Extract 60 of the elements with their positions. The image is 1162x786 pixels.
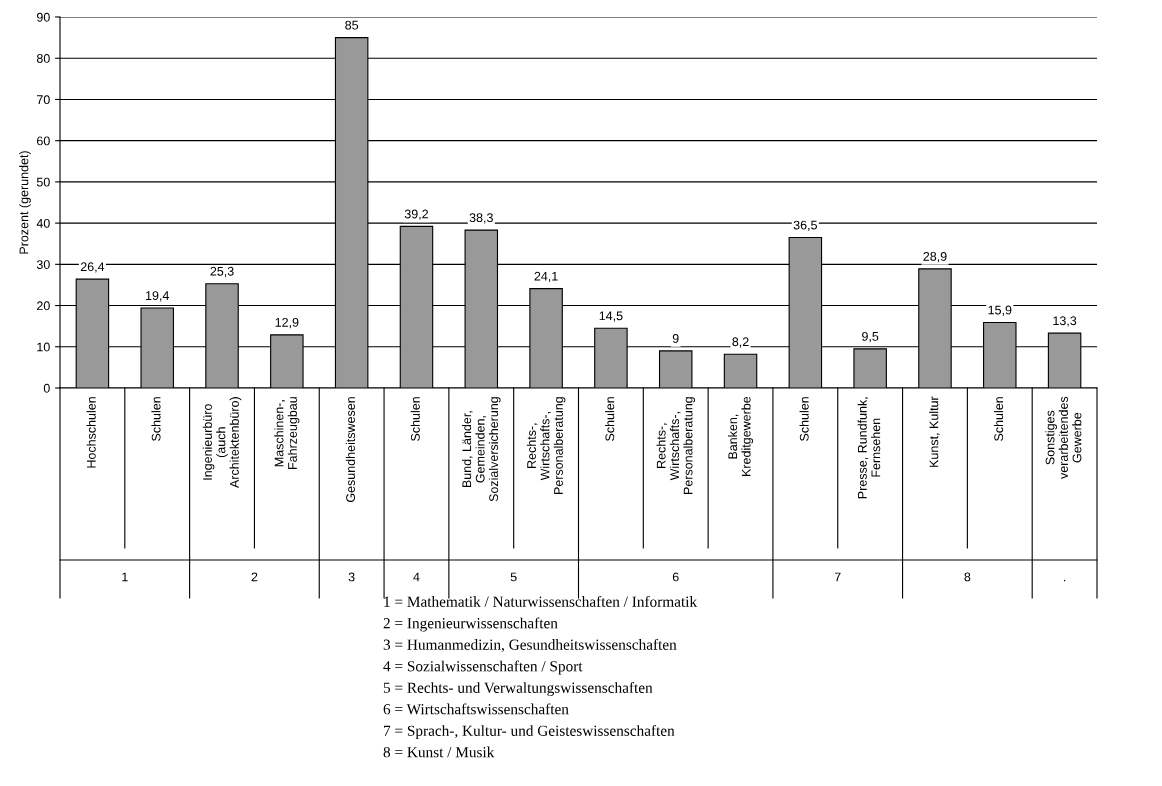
- x-tick-label: Ingenieurbüro (auch Architektenbüro): [202, 397, 242, 489]
- x-tick-label: Kunst, Kultur: [929, 396, 940, 467]
- y-tick-label: 0: [43, 383, 50, 393]
- data-label: 85: [345, 20, 359, 30]
- y-tick-label: 80: [36, 54, 50, 63]
- x-tick-label: Banken, Kreditgewerbe: [727, 396, 754, 476]
- y-axis-title: Prozent (gerundet): [19, 151, 31, 254]
- text: .: [1064, 579, 1066, 582]
- y-tick-label: 90: [36, 12, 50, 22]
- x-tick-label: Schulen: [605, 397, 615, 441]
- text: 5: [510, 572, 517, 582]
- x-tick-label: Presse, Rundfunk, Fernsehen: [857, 397, 881, 499]
- text: 3 = Humanmedizin, Gesundheitswissenschaften: [383, 638, 677, 653]
- text: 5 = Rechts- und Verwaltungswissenschaften: [383, 681, 653, 697]
- text: 4: [413, 572, 420, 582]
- y-tick-label: 60: [37, 136, 50, 146]
- data-label: 39,2: [404, 209, 429, 220]
- data-label: 26,4: [80, 262, 105, 273]
- data-label: 8,2: [732, 337, 749, 348]
- text: 2: [251, 572, 258, 582]
- data-label: 12,9: [275, 317, 299, 329]
- text: 8: [964, 572, 971, 582]
- data-label: 28,9: [923, 251, 947, 263]
- data-label: 24,1: [534, 271, 558, 283]
- x-tick-label: Schulen: [410, 397, 420, 441]
- text: 1: [122, 572, 128, 582]
- x-tick-label: Bund, Länder, Gemeinden, Sozialversicherung: [461, 397, 501, 502]
- text: 7 = Sprach-, Kultur- und Geisteswissenschaften: [384, 724, 675, 740]
- data-label: 14,5: [599, 311, 623, 322]
- y-tick-label: 20: [37, 301, 50, 311]
- data-label: 38,3: [469, 213, 493, 224]
- text: 3: [348, 572, 355, 582]
- x-tick-label: Schulen: [993, 397, 1004, 441]
- data-label: 9,5: [862, 331, 879, 343]
- data-label: 25,3: [210, 266, 234, 278]
- x-tick-label: Maschinen-, Fahrzeugbau: [274, 397, 300, 469]
- data-label: 36,5: [793, 220, 817, 231]
- y-tick-label: 30: [36, 260, 50, 269]
- x-tick-label: Sonstiges verarbeitendes Gewerbe: [1045, 396, 1082, 479]
- text: 2 = Ingenieurwissenschaften: [383, 617, 558, 632]
- data-label: 13,3: [1053, 316, 1077, 327]
- data-label: 19,4: [146, 291, 170, 302]
- x-tick-label: Schulen: [799, 397, 809, 441]
- text: 6: [672, 572, 679, 582]
- x-tick-label: Hochschulen: [86, 397, 96, 468]
- x-tick-label: Gesundheitswesen: [345, 397, 356, 503]
- text: 7: [834, 572, 841, 582]
- y-tick-label: 70: [37, 95, 50, 105]
- data-label: 9: [672, 334, 679, 343]
- text: 8 = Kunst / Musik: [383, 746, 495, 758]
- data-label: 15,9: [988, 305, 1012, 316]
- x-tick-label: Rechts-, Wirtschafts-, Personalberatung: [526, 397, 566, 494]
- x-tick-label: Schulen: [151, 397, 161, 441]
- text: 6 = Wirtschaftswissenschaften: [383, 703, 569, 715]
- text: 4 = Sozialwissenschaften / Sport: [383, 660, 583, 675]
- y-tick-label: 50: [36, 177, 50, 187]
- y-tick-label: 40: [36, 218, 50, 228]
- text: 1 = Mathematik / Naturwissenschaften / Informatik: [384, 595, 698, 607]
- y-tick-label: 10: [37, 342, 50, 352]
- x-tick-label: Rechts-, Wirtschafts-, Personalberatung: [656, 397, 696, 494]
